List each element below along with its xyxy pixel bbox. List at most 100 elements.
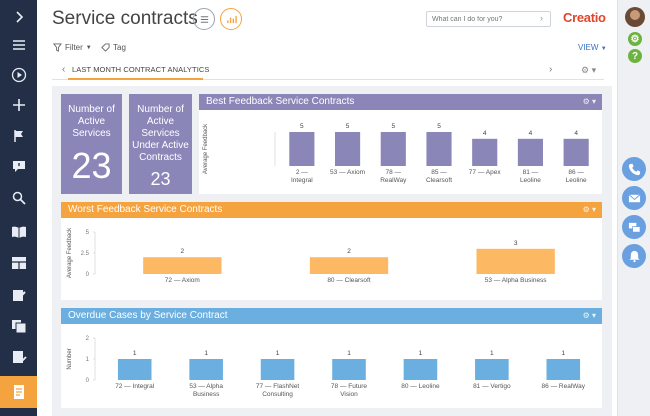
x-tick-label: 86 — RealWay bbox=[542, 383, 586, 390]
dashboard-settings-button[interactable]: ⚙ ▾ bbox=[581, 65, 596, 76]
overdue-cases-chart: Number 2 1 0 1 72 — Integral 1 53 — AlphaBusine… bbox=[67, 336, 586, 398]
page-title: Service contracts bbox=[52, 8, 198, 29]
bar[interactable] bbox=[289, 132, 315, 166]
panel-header: Overdue Cases by Service Contract ⚙ ▾ bbox=[61, 308, 602, 324]
x-tick-label: 78 — Future bbox=[331, 383, 368, 390]
kpi-services-under-contracts: Number of Active Services Under Active C… bbox=[129, 94, 192, 194]
x-tick-label: Leoline bbox=[520, 177, 541, 184]
x-tick-label: 77 — FlashNet bbox=[256, 383, 300, 390]
list-view-button[interactable] bbox=[193, 8, 215, 30]
avatar[interactable] bbox=[625, 7, 645, 27]
menu-icon[interactable] bbox=[0, 30, 37, 60]
bar[interactable] bbox=[546, 359, 581, 380]
filter-button[interactable]: Filter ▼ bbox=[53, 43, 92, 52]
chevron-right-icon[interactable]: › bbox=[540, 13, 543, 23]
data-label: 1 bbox=[561, 350, 565, 357]
panel-settings-button[interactable]: ⚙ ▾ bbox=[583, 311, 596, 320]
x-tick-label: Business bbox=[193, 391, 220, 398]
x-tick-label: 78 — bbox=[386, 169, 402, 176]
document-edit-icon[interactable] bbox=[0, 280, 37, 310]
phone-icon[interactable] bbox=[622, 157, 646, 181]
worst-feedback-chart: Average Feedback 5 2.5 0 2 72 — Axiom 2 80 — Cl… bbox=[67, 227, 555, 284]
x-tick-label: RealWay bbox=[380, 177, 407, 184]
document-check-icon[interactable] bbox=[0, 342, 37, 372]
bar[interactable] bbox=[403, 359, 438, 380]
tab-last-month-contract-analytics[interactable]: LAST MONTH CONTRACT ANALYTICS bbox=[72, 65, 210, 74]
y-tick-label: 0 bbox=[86, 272, 90, 278]
bar[interactable] bbox=[475, 359, 509, 380]
bar[interactable] bbox=[426, 132, 452, 166]
data-label: 1 bbox=[276, 350, 280, 357]
analytics-view-button[interactable] bbox=[220, 8, 242, 30]
bar[interactable] bbox=[517, 138, 543, 166]
chevron-left-icon[interactable]: ‹ bbox=[62, 64, 66, 75]
feedback-icon[interactable] bbox=[0, 151, 37, 181]
email-icon[interactable] bbox=[622, 186, 646, 210]
bar[interactable] bbox=[380, 132, 406, 166]
y-axis-label: Average Feedback bbox=[67, 227, 73, 278]
book-icon[interactable] bbox=[0, 217, 37, 247]
overdue-cases-panel: Overdue Cases by Service Contract ⚙ ▾ Nu… bbox=[61, 308, 602, 408]
data-label: 1 bbox=[347, 350, 351, 357]
layout-icon[interactable] bbox=[0, 248, 37, 278]
best-feedback-chart: Average Feedback 5 2 —Integral 5 53 — Axiom 5… bbox=[203, 123, 589, 184]
x-tick-label: Clearsoft bbox=[426, 177, 452, 184]
bar[interactable] bbox=[563, 138, 589, 166]
command-search-input[interactable] bbox=[426, 11, 551, 27]
bar[interactable] bbox=[117, 359, 152, 380]
worst-feedback-panel: Worst Feedback Service Contracts ⚙ ▾ Ave… bbox=[61, 202, 602, 300]
x-tick-label: 80 — Clearsoft bbox=[327, 277, 371, 284]
data-label: 5 bbox=[346, 123, 350, 130]
chevron-right-icon[interactable]: › bbox=[549, 64, 553, 75]
panel-header: Worst Feedback Service Contracts ⚙ ▾ bbox=[61, 202, 602, 218]
gear-icon: ⚙ ▾ bbox=[582, 97, 596, 106]
bar[interactable] bbox=[332, 359, 366, 380]
panel-title: Overdue Cases by Service Contract bbox=[68, 310, 228, 321]
panel-settings-button[interactable]: ⚙ ▾ bbox=[583, 97, 596, 106]
bar[interactable] bbox=[472, 138, 498, 166]
x-tick-label: Vision bbox=[340, 391, 358, 398]
data-label: 1 bbox=[419, 350, 423, 357]
bar[interactable] bbox=[143, 257, 222, 274]
data-label: 1 bbox=[490, 350, 494, 357]
panel-title: Best Feedback Service Contracts bbox=[206, 96, 355, 107]
plus-icon[interactable] bbox=[0, 90, 37, 120]
gear-icon: ⚙ ▾ bbox=[581, 65, 597, 75]
left-sidebar bbox=[0, 0, 37, 416]
data-label: 1 bbox=[133, 350, 137, 357]
chevron-right-icon[interactable] bbox=[0, 2, 37, 32]
x-tick-label: Leoline bbox=[566, 177, 587, 184]
analytics-icon bbox=[226, 15, 237, 23]
panel-settings-button[interactable]: ⚙ ▾ bbox=[583, 205, 596, 214]
caret-down-icon: ▼ bbox=[85, 44, 92, 51]
play-icon[interactable] bbox=[0, 60, 37, 90]
bar[interactable] bbox=[335, 132, 361, 166]
x-tick-label: 81 — bbox=[523, 169, 539, 176]
dashboard-tabs bbox=[52, 60, 604, 80]
help-icon[interactable]: ? bbox=[628, 49, 642, 63]
tag-icon bbox=[101, 43, 110, 52]
data-label: 2 bbox=[181, 248, 185, 255]
view-button[interactable]: VIEW ▼ bbox=[578, 43, 607, 52]
y-tick-label: 5 bbox=[86, 230, 90, 236]
bar[interactable] bbox=[476, 248, 555, 274]
data-label: 5 bbox=[437, 123, 441, 130]
x-tick-label: Integral bbox=[291, 177, 313, 184]
copy-icon[interactable] bbox=[0, 311, 37, 341]
bar[interactable] bbox=[189, 359, 223, 380]
bar[interactable] bbox=[309, 257, 389, 274]
service-contract-icon[interactable] bbox=[0, 376, 37, 408]
bell-icon[interactable] bbox=[622, 244, 646, 268]
tag-button[interactable]: Tag bbox=[101, 43, 126, 52]
flag-icon[interactable] bbox=[0, 121, 37, 151]
search-people-icon[interactable] bbox=[0, 183, 37, 213]
kpi-caption: Number of Active Services Under Active C… bbox=[132, 104, 189, 163]
gear-icon[interactable]: ⚙ bbox=[628, 32, 642, 46]
dashboard-area: Number of Active Services 23 Number of A… bbox=[52, 86, 612, 416]
caret-down-icon: ▼ bbox=[600, 46, 607, 52]
chat-icon[interactable] bbox=[622, 215, 646, 239]
x-tick-label: 53 — Axiom bbox=[330, 169, 365, 176]
data-label: 4 bbox=[574, 130, 578, 137]
bar[interactable] bbox=[260, 359, 295, 380]
x-tick-label: 81 — Vertigo bbox=[473, 383, 511, 390]
